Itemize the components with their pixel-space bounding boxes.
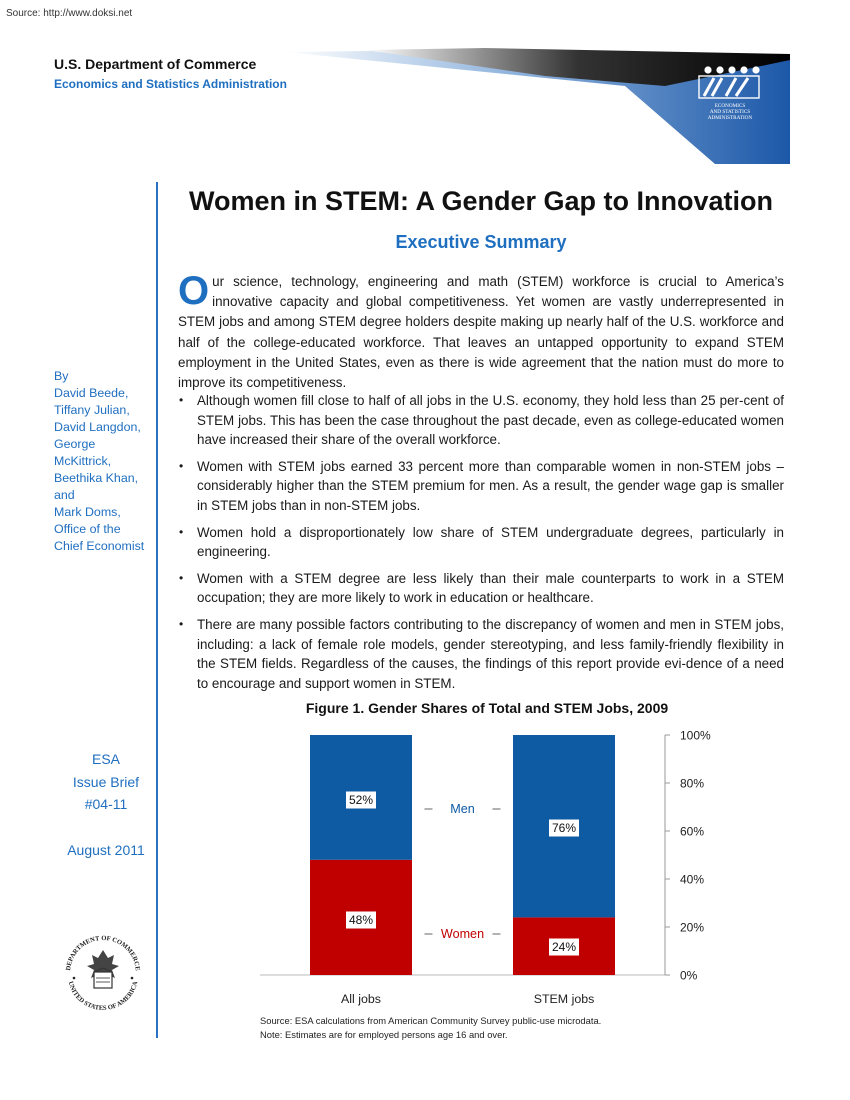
data-label-men-box — [346, 791, 376, 809]
author-line: George — [54, 437, 96, 451]
figure-title: Figure 1. Gender Shares of Total and STE… — [305, 700, 669, 716]
data-label-men: 76% — [552, 821, 576, 835]
figure-source-note: Source: ESA calculations from American C… — [260, 1015, 602, 1026]
data-label-men-box — [549, 819, 579, 837]
drop-cap: O — [178, 269, 210, 313]
author-line: Beethika Khan, — [54, 471, 139, 485]
y-tick-label: 0% — [680, 969, 698, 983]
intro-text: ur science, technology, engineering and … — [178, 274, 784, 391]
legend-men: Men — [450, 802, 475, 816]
x-tick-label: All jobs — [341, 992, 381, 1006]
brief-line: #04-11 — [84, 796, 128, 812]
department-name: U.S. Department of Commerce — [54, 56, 257, 72]
y-tick-label: 40% — [680, 873, 704, 887]
gender-share-chart: 0% 20% 40% 60% 80% 100% 52% 48% All jobs 76% 24% ST… — [260, 729, 711, 1006]
header-banner — [285, 48, 790, 164]
list-item: There are many possible factors contribu… — [178, 615, 784, 693]
data-label-women-box — [346, 911, 376, 929]
esa-logo: ECONOMICS AND STATISTICS ADMINISTRATION — [696, 64, 762, 122]
data-label-men: 52% — [349, 793, 373, 807]
list-item: Women with STEM jobs earned 33 percent m… — [178, 457, 784, 516]
logo-line-3: ADMINISTRATION — [708, 115, 753, 121]
author-line: Tiffany Julian, — [54, 403, 130, 417]
y-tick-label: 60% — [680, 825, 704, 839]
author-line: and — [54, 488, 75, 502]
data-label-women: 48% — [349, 913, 373, 927]
author-line: David Beede, — [54, 386, 129, 400]
commerce-seal-icon: DEPARTMENT OF COMMERCE UNITED STATES OF … — [59, 929, 147, 1017]
source-url: Source: http://www.doksi.net — [6, 8, 133, 19]
data-label-women: 24% — [552, 940, 576, 954]
page-title: Women in STEM: A Gender Gap to Innovatio… — [188, 186, 773, 216]
brief-line: Issue Brief — [72, 773, 140, 790]
logo-line-2: AND STATISTICS — [710, 109, 750, 115]
author-line: By — [54, 369, 69, 383]
author-line: Chief Economist — [54, 539, 145, 553]
y-tick-label: 80% — [680, 777, 704, 791]
sidebar-divider — [156, 182, 158, 1038]
summary-bullets: Although women fill close to half of all… — [178, 391, 784, 700]
author-line: McKittrick, — [54, 454, 112, 468]
author-line: David Langdon, — [54, 420, 141, 434]
list-item: Women with a STEM degree are less likely… — [178, 569, 784, 608]
administration-name: Economics and Statistics Administration — [54, 77, 287, 91]
data-label-women-box — [549, 938, 579, 956]
logo-line-1: ECONOMICS — [715, 103, 746, 109]
author-line: Office of the — [54, 522, 121, 536]
list-item: Although women fill close to half of all… — [178, 391, 784, 450]
author-line: Mark Doms, — [54, 505, 121, 519]
y-tick-label: 100% — [680, 729, 711, 743]
author-list: By David Beede, Tiffany Julian, David La… — [54, 368, 154, 555]
y-tick-label: 20% — [680, 921, 704, 935]
legend-women: Women — [441, 927, 484, 941]
list-item: Women hold a disproportionately low shar… — [178, 523, 784, 562]
publication-date: August 2011 — [67, 842, 145, 858]
page-subtitle: Executive Summary — [395, 232, 567, 252]
figure-estimate-note: Note: Estimates are for employed persons… — [260, 1029, 508, 1040]
brief-line: ESA — [91, 751, 120, 767]
x-tick-label: STEM jobs — [534, 992, 595, 1006]
issue-brief: ESA Issue Brief #04-11 — [54, 748, 158, 816]
